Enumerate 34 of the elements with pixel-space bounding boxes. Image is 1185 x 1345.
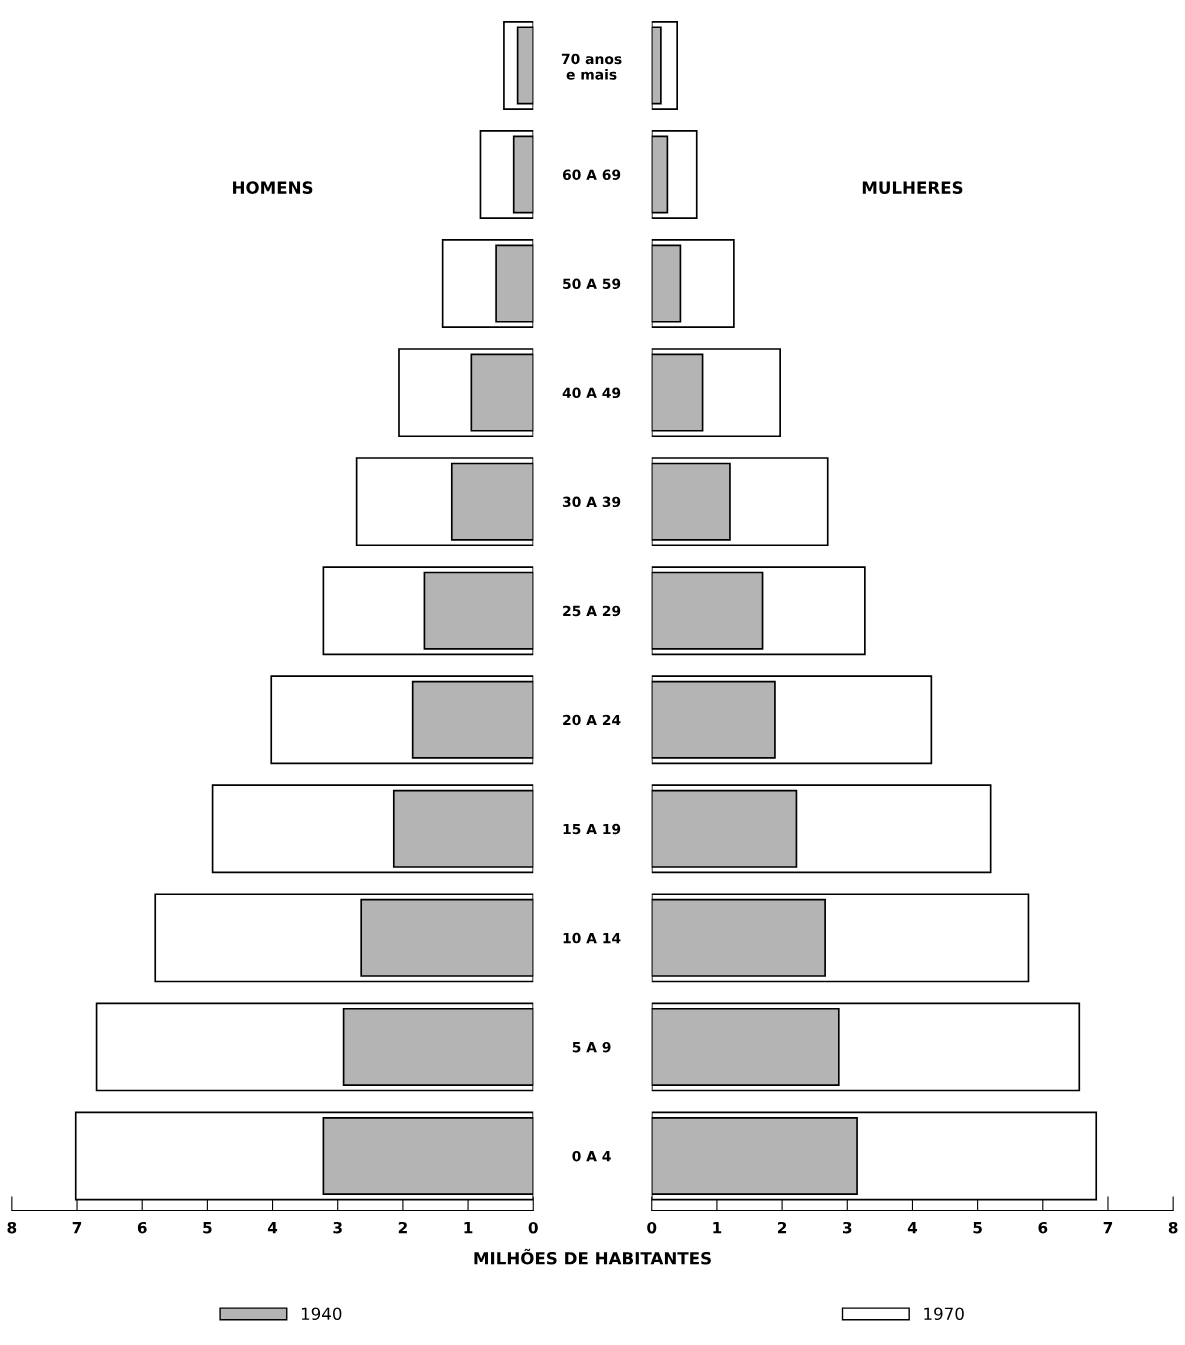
x-tick-label: 3 (333, 1221, 342, 1234)
text: HOMENS (233, 181, 313, 194)
legend-label: 1970 (924, 1307, 964, 1321)
x-tick-label: 2 (398, 1221, 407, 1234)
x-axis-title: MILHÕES DE HABITANTES (474, 1248, 711, 1265)
y-tick-label: 30 A 39 (562, 496, 621, 508)
x-tick-label: 0 (647, 1221, 657, 1234)
x-tick-label: 0 (528, 1221, 538, 1234)
x-tick-label: 2 (777, 1221, 787, 1234)
y-tick-label: 60 A 69 (562, 169, 621, 180)
y-tick-label: 15 A 19 (563, 823, 621, 835)
x-tick-label: 4 (907, 1222, 918, 1234)
y-tick-label: 50 A 59 (563, 278, 621, 290)
x-tick-label: 1 (713, 1222, 722, 1234)
x-tick-label: 6 (137, 1221, 147, 1234)
x-tick-label: 7 (72, 1222, 82, 1234)
x-tick-label: 5 (203, 1222, 212, 1234)
y-tick-label: 25 A 29 (563, 605, 621, 617)
x-tick-label: 8 (7, 1221, 17, 1234)
text: MULHERES (862, 181, 963, 194)
y-tick-label: 20 A 24 (563, 714, 621, 726)
x-tick-label: 5 (973, 1222, 982, 1234)
legend-label: 1940 (301, 1307, 342, 1321)
x-tick-label: 1 (464, 1222, 473, 1234)
x-tick-label: 7 (1103, 1222, 1113, 1234)
x-tick-label: 8 (1168, 1221, 1178, 1234)
y-tick-label: 10 A 14 (563, 932, 621, 944)
y-tick-label: 40 A 49 (562, 387, 621, 399)
y-tick-label: 0 A 4 (572, 1150, 611, 1162)
y-tick-label: 70 anos e mais (561, 53, 622, 80)
x-tick-label: 4 (267, 1222, 278, 1234)
x-tick-label: 3 (842, 1221, 852, 1234)
x-tick-label: 6 (1038, 1221, 1048, 1234)
y-tick-label: 5 A 9 (572, 1041, 611, 1053)
